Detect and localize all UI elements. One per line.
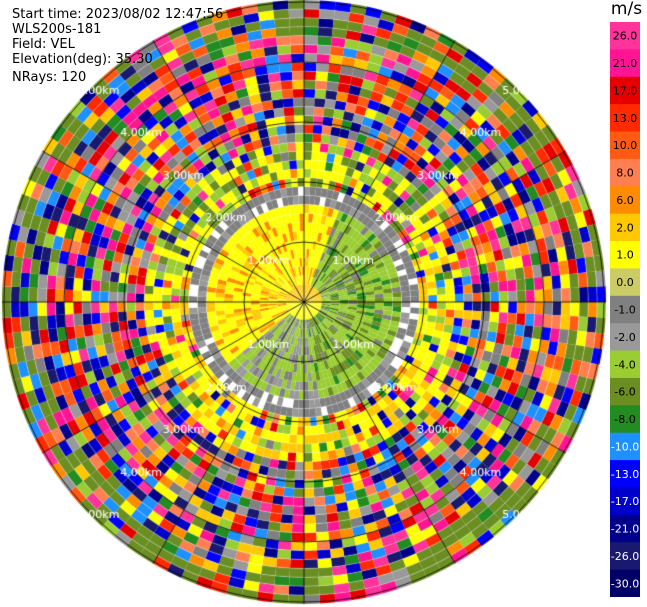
colorbar-unit: m/s: [610, 0, 643, 19]
colorbar-swatch: [610, 432, 640, 461]
colorbar-swatch: [610, 241, 640, 269]
colorbar-swatch: [610, 295, 640, 324]
colorbar-swatch: [610, 350, 640, 379]
colorbar-tick-label: -8.0: [614, 413, 635, 426]
colorbar-swatch: [610, 323, 640, 352]
colorbar-swatch: [610, 569, 640, 597]
colorbar-swatch: [610, 377, 640, 406]
instrument-label: WLS200s-181: [12, 22, 102, 37]
colorbar-tick-label: -26.0: [611, 550, 639, 563]
colorbar-swatch: [610, 22, 640, 50]
colorbar-tick-label: 6.0: [616, 194, 634, 207]
colorbar-tick-label: -10.0: [611, 440, 639, 453]
colorbar-tick-label: 26.0: [613, 30, 638, 43]
colorbar-swatch: [610, 542, 640, 571]
colorbar: 26.0 21.0 17.0 13.0 10.0 8.0 6.0 2.0 1.0 0.0 -1.0 -…: [610, 22, 640, 597]
colorbar-tick-label: 0.0: [616, 276, 634, 289]
colorbar-tick-label: -21.0: [611, 523, 639, 536]
colorbar-tick-label: -30.0: [611, 577, 639, 590]
field-label: Field: VEL: [12, 37, 75, 52]
colorbar-swatch: [610, 158, 640, 187]
colorbar-swatch: [610, 131, 640, 160]
colorbar-tick-label: -6.0: [614, 386, 635, 399]
nrays-label: NRays: 120: [12, 70, 87, 85]
colorbar-swatch: [610, 268, 640, 297]
colorbar-tick-label: 13.0: [613, 112, 638, 125]
colorbar-swatch: [610, 49, 640, 78]
colorbar-tick-label: -2.0: [614, 331, 635, 344]
colorbar-tick-label: -13.0: [611, 468, 639, 481]
colorbar-swatch: [610, 186, 640, 215]
colorbar-tick-label: -17.0: [611, 495, 639, 508]
colorbar-tick-label: 2.0: [616, 221, 634, 234]
colorbar-tick-label: 8.0: [616, 167, 634, 180]
colorbar-swatch: [610, 213, 640, 242]
elevation-label: Elevation(deg): 35.30: [12, 52, 153, 67]
colorbar-swatch: [610, 514, 640, 543]
colorbar-swatch: [610, 405, 640, 434]
colorbar-swatch: [610, 487, 640, 516]
colorbar-swatch: [610, 104, 640, 133]
colorbar-tick-label: -4.0: [614, 358, 635, 371]
colorbar-tick-label: 21.0: [613, 57, 638, 70]
colorbar-tick-label: 10.0: [613, 139, 638, 152]
colorbar-swatch: [610, 460, 640, 488]
colorbar-swatch: [610, 76, 640, 105]
colorbar-tick-label: -1.0: [614, 304, 635, 317]
colorbar-tick-label: 17.0: [613, 84, 638, 97]
colorbar-tick-label: 1.0: [616, 249, 634, 262]
start-time-label: Start time: 2023/08/02 12:47:56: [12, 7, 224, 22]
